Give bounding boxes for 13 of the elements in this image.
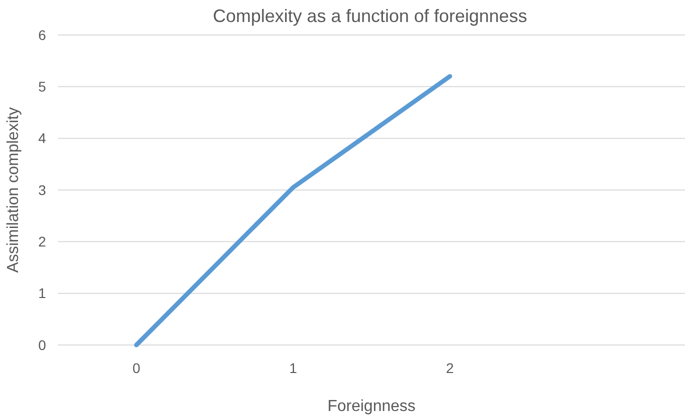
y-tick-label: 6 (38, 26, 46, 43)
y-axis-title: Assimilation complexity (5, 107, 22, 273)
y-tick-label: 1 (38, 285, 46, 302)
y-tick-label: 3 (38, 182, 46, 198)
y-tick-label: 2 (38, 234, 46, 250)
x-tick-label: 1 (289, 360, 298, 376)
chart-title: Complexity as a function of foreignness (212, 6, 528, 26)
y-tick-label: 4 (38, 130, 46, 146)
x-tick-label: 0 (132, 360, 140, 376)
x-axis-title: Foreignness (327, 398, 416, 415)
y-tick-label: 0 (38, 336, 46, 353)
y-tick-label: 5 (38, 78, 46, 95)
x-tick-label: 2 (446, 360, 454, 376)
